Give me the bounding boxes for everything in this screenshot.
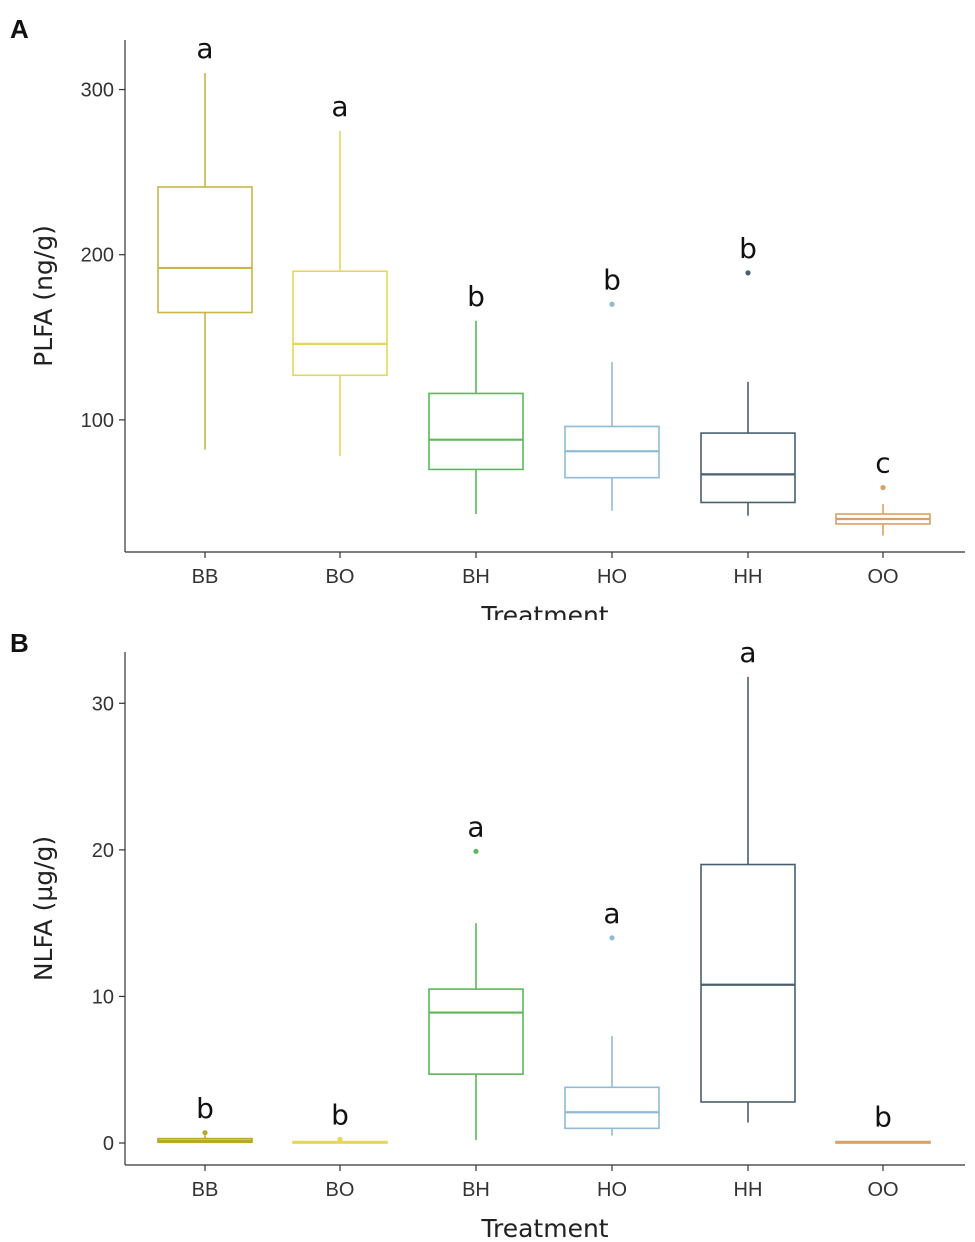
box-iqr — [428, 988, 524, 1075]
x-tick-label: HO — [597, 1179, 627, 1201]
box-iqr — [564, 1086, 660, 1130]
x-tick-label: HH — [734, 1179, 763, 1201]
outlier-point — [609, 935, 615, 941]
x-tick-label: OO — [867, 1179, 898, 1201]
box-ho: b — [564, 263, 660, 511]
y-tick-label: 30 — [92, 693, 114, 715]
outlier-point — [202, 1130, 208, 1136]
box-bo: a — [292, 90, 388, 457]
y-tick-label: 10 — [92, 986, 114, 1008]
x-tick-label: HH — [734, 566, 763, 588]
box-oo: c — [835, 447, 931, 536]
plot-area: 100 200 300 BB BO BH HO HH OO Treatment PLFA (ng/g… — [29, 32, 965, 620]
box-oo: b — [835, 1100, 931, 1144]
outlier-point — [745, 270, 751, 276]
y-tick-label: 0 — [103, 1133, 114, 1155]
significance-letter: b — [874, 1100, 892, 1133]
box-bh: a — [428, 810, 524, 1141]
x-tick-label: BH — [462, 1179, 490, 1201]
x-tick-label: BO — [326, 566, 355, 588]
y-tick-label: 20 — [92, 840, 114, 862]
significance-letter: a — [196, 32, 213, 65]
significance-letter: a — [739, 636, 756, 669]
box-hh: b — [700, 232, 796, 516]
outlier-point — [880, 484, 886, 491]
y-axis-title: PLFA (ng/g) — [29, 225, 58, 367]
x-axis-title: Treatment — [480, 601, 608, 620]
box-iqr — [700, 863, 796, 1103]
plot-area: 0 10 20 30 BB BO BH HO HH OO Treatment NLFA (µg/g) b… — [29, 636, 965, 1242]
significance-letter: b — [331, 1098, 349, 1131]
panel-a-label: A — [10, 14, 29, 44]
significance-letter: a — [467, 810, 484, 843]
panel-b-label: B — [10, 628, 29, 658]
box-bb: a — [157, 32, 253, 450]
y-tick-label: 300 — [81, 80, 114, 102]
significance-letter: c — [875, 447, 890, 480]
outlier-point — [337, 1136, 343, 1142]
y-tick-label: 100 — [81, 410, 114, 432]
significance-letter: a — [603, 897, 620, 930]
box-iqr — [700, 432, 796, 504]
box-iqr — [428, 392, 524, 471]
box-hh: a — [700, 636, 796, 1123]
significance-letter: b — [739, 232, 757, 265]
y-axis-title: NLFA (µg/g) — [29, 836, 58, 981]
significance-letter: b — [603, 263, 621, 296]
panel-a: A 100 200 300 BB BO BH HO HH OO Treatment PLFA (ng… — [0, 0, 975, 620]
outlier-point — [609, 301, 615, 307]
significance-letter: b — [196, 1092, 214, 1125]
box-bb: b — [157, 1092, 253, 1144]
box-ho: a — [564, 897, 660, 1136]
x-axis-title: Treatment — [480, 1214, 608, 1242]
panel-b: B 0 10 20 30 BB BO BH HO HH OO Treatment NLFA (µg/g… — [0, 620, 975, 1242]
significance-letter: a — [331, 90, 348, 123]
box-bo: b — [292, 1098, 388, 1144]
x-tick-label: HO — [597, 566, 627, 588]
box-iqr — [157, 186, 253, 314]
x-tick-label: BB — [192, 566, 219, 588]
x-tick-label: BO — [326, 1179, 355, 1201]
significance-letter: b — [467, 280, 485, 313]
x-tick-label: OO — [867, 566, 898, 588]
x-tick-label: BH — [462, 566, 490, 588]
box-bh: b — [428, 280, 524, 515]
x-tick-label: BB — [192, 1179, 219, 1201]
nlfa-boxplot: 0 10 20 30 BB BO BH HO HH OO Treatment NLFA (µg/g) b… — [29, 636, 965, 1242]
outlier-point — [473, 848, 479, 854]
box-iqr — [292, 270, 388, 377]
plfa-boxplot: 100 200 300 BB BO BH HO HH OO Treatment PLFA (ng/g… — [29, 32, 965, 620]
y-tick-label: 200 — [81, 245, 114, 267]
